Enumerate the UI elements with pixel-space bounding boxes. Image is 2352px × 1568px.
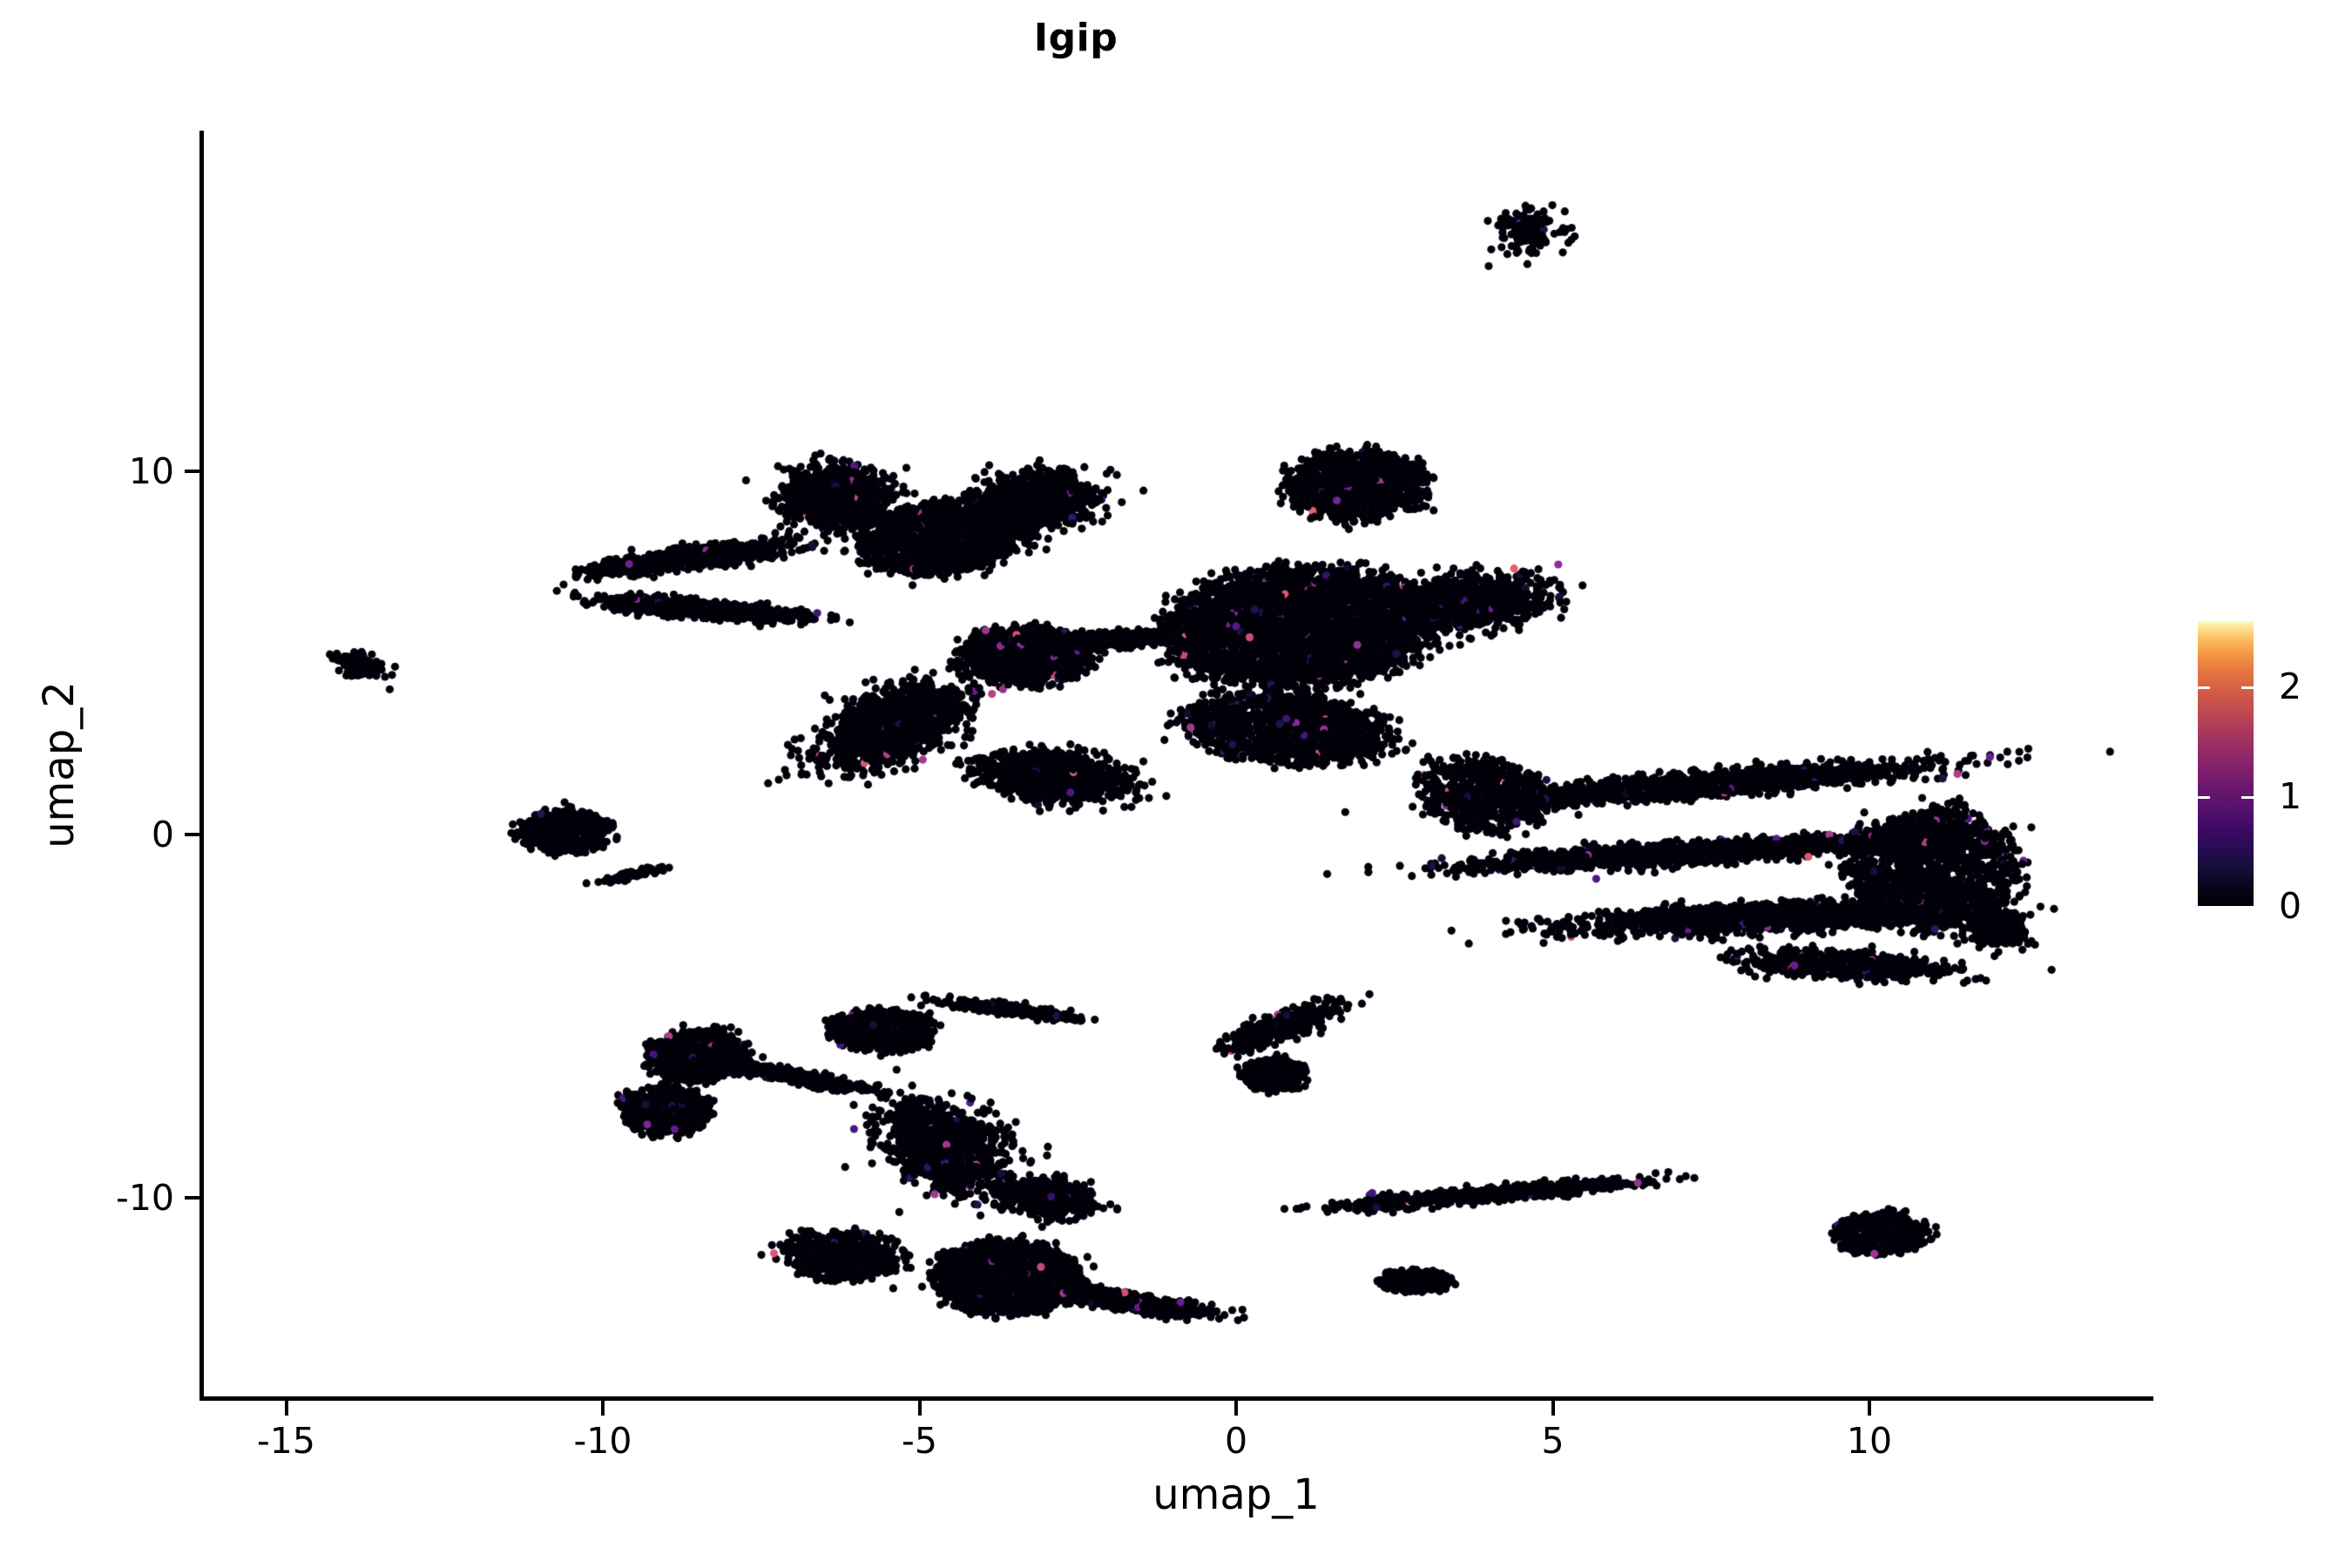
- x-tick-label: 5: [1541, 1420, 1565, 1462]
- axis-spine-bottom: [199, 1396, 2153, 1401]
- x-tick-label: -15: [257, 1420, 315, 1462]
- x-tick-label: 10: [1846, 1420, 1893, 1462]
- x-tick-label: 0: [1224, 1420, 1248, 1462]
- y-tick-mark: [185, 833, 199, 836]
- colorbar-tick-label: 1: [2279, 775, 2302, 818]
- y-tick-label: 10: [128, 450, 174, 492]
- y-tick-label: -10: [116, 1177, 174, 1219]
- x-tick-mark: [284, 1401, 288, 1416]
- colorbar-gradient: [2198, 621, 2254, 906]
- colorbar-tick-mark: [2241, 796, 2254, 800]
- colorbar-tick-mark: [2198, 796, 2210, 800]
- x-tick-mark: [1234, 1401, 1238, 1416]
- y-tick-mark: [185, 1196, 199, 1200]
- x-tick-mark: [1551, 1401, 1555, 1416]
- x-tick-label: -5: [902, 1420, 937, 1462]
- x-tick-label: -10: [573, 1420, 632, 1462]
- x-tick-mark: [917, 1401, 922, 1416]
- colorbar-tick-label: 2: [2279, 666, 2302, 708]
- y-tick-label: 0: [151, 814, 174, 855]
- x-tick-mark: [1868, 1401, 1871, 1416]
- colorbar-tick-mark: [2198, 686, 2210, 690]
- y-axis-label: umap_2: [35, 681, 84, 848]
- x-tick-mark: [601, 1401, 605, 1416]
- x-axis-label: umap_1: [1152, 1470, 1320, 1519]
- y-tick-mark: [185, 470, 199, 473]
- axes-frame: [199, 131, 2153, 1401]
- colorbar-tick-mark: [2241, 686, 2254, 690]
- axis-spine-left: [199, 131, 204, 1401]
- colorbar-tick-label: 0: [2279, 885, 2302, 927]
